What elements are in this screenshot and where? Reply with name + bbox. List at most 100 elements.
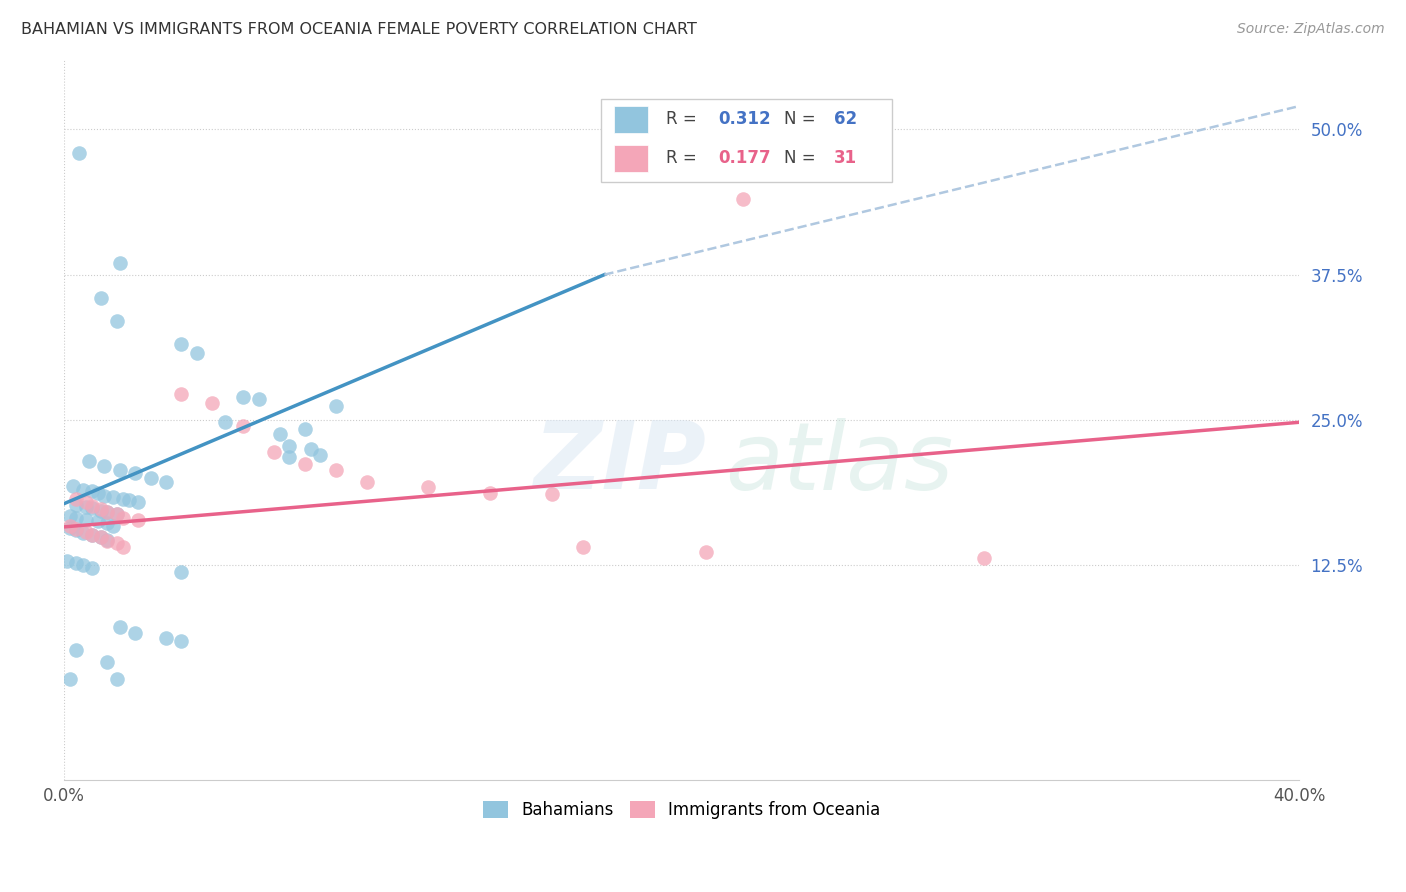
Text: atlas: atlas [725, 417, 953, 508]
Point [479, 486, 502, 500]
FancyBboxPatch shape [613, 145, 648, 172]
Text: R =: R = [665, 111, 702, 128]
Point [75, 524, 97, 539]
Point [309, 448, 332, 462]
Point [105, 672, 128, 686]
Point [695, 545, 717, 559]
Point [186, 345, 208, 359]
Point [93, 489, 115, 503]
Point [973, 551, 995, 566]
Text: N =: N = [785, 149, 821, 168]
Text: 31: 31 [834, 149, 856, 168]
Point [75, 513, 97, 527]
Point [103, 490, 125, 504]
Point [356, 475, 378, 489]
Point [124, 625, 146, 640]
Point [127, 513, 149, 527]
Point [127, 495, 149, 509]
Point [90, 530, 112, 544]
Point [80, 528, 103, 542]
Text: 62: 62 [834, 111, 856, 128]
Point [294, 422, 316, 436]
Point [111, 510, 134, 524]
Point [299, 442, 322, 456]
Text: R =: R = [665, 149, 702, 168]
Point [105, 507, 128, 521]
Point [69, 145, 91, 160]
Point [572, 540, 595, 554]
Point [232, 418, 254, 433]
Point [90, 502, 112, 516]
Point [65, 524, 87, 538]
Point [733, 192, 755, 206]
Text: Source: ZipAtlas.com: Source: ZipAtlas.com [1237, 22, 1385, 37]
Point [77, 453, 100, 467]
Point [65, 556, 87, 570]
Point [269, 426, 291, 441]
Point [96, 505, 118, 519]
Point [65, 510, 87, 524]
Point [96, 655, 118, 669]
Point [170, 633, 193, 648]
Point [105, 536, 128, 550]
Point [90, 291, 112, 305]
Point [90, 503, 112, 517]
Point [65, 491, 87, 506]
FancyBboxPatch shape [602, 99, 891, 182]
Point [541, 487, 564, 501]
Point [72, 525, 94, 540]
Point [62, 479, 84, 493]
Point [72, 483, 94, 497]
Point [65, 643, 87, 657]
Point [214, 415, 236, 429]
Point [418, 480, 440, 494]
Text: 0.177: 0.177 [718, 149, 772, 168]
Point [93, 459, 115, 474]
Point [278, 450, 301, 464]
Point [108, 620, 131, 634]
FancyBboxPatch shape [613, 106, 648, 133]
Point [170, 387, 193, 401]
Point [96, 533, 118, 547]
Text: N =: N = [785, 111, 821, 128]
Point [59, 509, 82, 524]
Point [201, 395, 224, 409]
Point [87, 486, 110, 500]
Point [155, 475, 177, 489]
Legend: Bahamians, Immigrants from Oceania: Bahamians, Immigrants from Oceania [477, 795, 887, 826]
Point [96, 516, 118, 531]
Point [325, 399, 347, 413]
Point [139, 471, 162, 485]
Point [59, 672, 82, 686]
Point [96, 533, 118, 548]
Point [65, 498, 87, 512]
Point [155, 632, 177, 646]
Point [80, 499, 103, 513]
Point [105, 314, 128, 328]
Point [80, 528, 103, 542]
Point [59, 518, 82, 533]
Point [103, 518, 125, 533]
Point [80, 501, 103, 516]
Point [80, 483, 103, 498]
Point [59, 521, 82, 535]
Point [80, 560, 103, 574]
Point [111, 491, 134, 506]
Point [72, 558, 94, 573]
Point [247, 392, 270, 406]
Point [294, 457, 316, 471]
Point [75, 500, 97, 515]
Point [108, 463, 131, 477]
Point [90, 530, 112, 544]
Point [108, 256, 131, 270]
Point [118, 493, 141, 508]
Point [56, 553, 79, 567]
Point [87, 514, 110, 528]
Point [111, 540, 134, 554]
Text: ZIP: ZIP [533, 417, 706, 509]
Point [325, 463, 347, 477]
Point [105, 507, 128, 521]
Point [232, 390, 254, 404]
Point [263, 445, 285, 459]
Text: 0.312: 0.312 [718, 111, 772, 128]
